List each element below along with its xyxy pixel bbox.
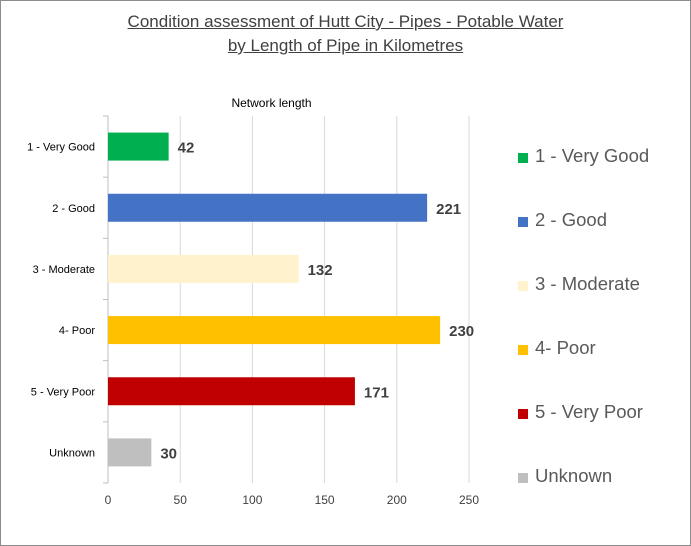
legend-label: 2 - Good: [535, 209, 607, 230]
legend-label: 3 - Moderate: [535, 273, 640, 294]
data-label: 171: [364, 384, 389, 401]
category-label: 5 - Very Poor: [31, 386, 96, 398]
x-tick-label: 150: [315, 493, 335, 507]
x-tick-label: 100: [242, 493, 262, 507]
legend-swatch: [518, 345, 528, 355]
x-tick-label: 200: [387, 493, 407, 507]
data-label: 42: [178, 140, 195, 157]
chart-title-line-2: by Length of Pipe in Kilometres: [227, 36, 464, 55]
bar-4: [108, 316, 441, 345]
x-tick-label: 50: [174, 493, 188, 507]
legend-swatch: [518, 153, 528, 163]
legend-swatch: [518, 409, 528, 419]
legend-label: 5 - Very Poor: [535, 401, 643, 422]
category-label: 1 - Very Good: [27, 142, 95, 154]
data-label: 30: [160, 445, 177, 462]
data-label: 132: [308, 262, 333, 279]
category-label: 4- Poor: [59, 325, 95, 337]
category-label: 3 - Moderate: [33, 264, 95, 276]
legend-swatch: [518, 473, 528, 483]
x-tick-label: 250: [459, 493, 479, 507]
category-label: 2 - Good: [52, 203, 95, 215]
legend-label: 4- Poor: [535, 337, 596, 358]
bar-2: [108, 193, 428, 222]
bar-1: [108, 132, 169, 161]
x-axis-title: Network length: [231, 96, 311, 110]
bar-3: [108, 254, 299, 283]
legend-swatch: [518, 281, 528, 291]
bar-5: [108, 377, 355, 406]
bar-6: [108, 438, 152, 467]
x-tick-label: 0: [105, 493, 112, 507]
chart-title-line-1: Condition assessment of Hutt City - Pipe…: [127, 12, 564, 31]
category-label: Unknown: [49, 447, 95, 459]
legend-swatch: [518, 217, 528, 227]
legend-label: Unknown: [535, 465, 613, 486]
legend-label: 1 - Very Good: [535, 145, 650, 166]
data-label: 230: [449, 323, 474, 340]
data-label: 221: [436, 201, 461, 218]
